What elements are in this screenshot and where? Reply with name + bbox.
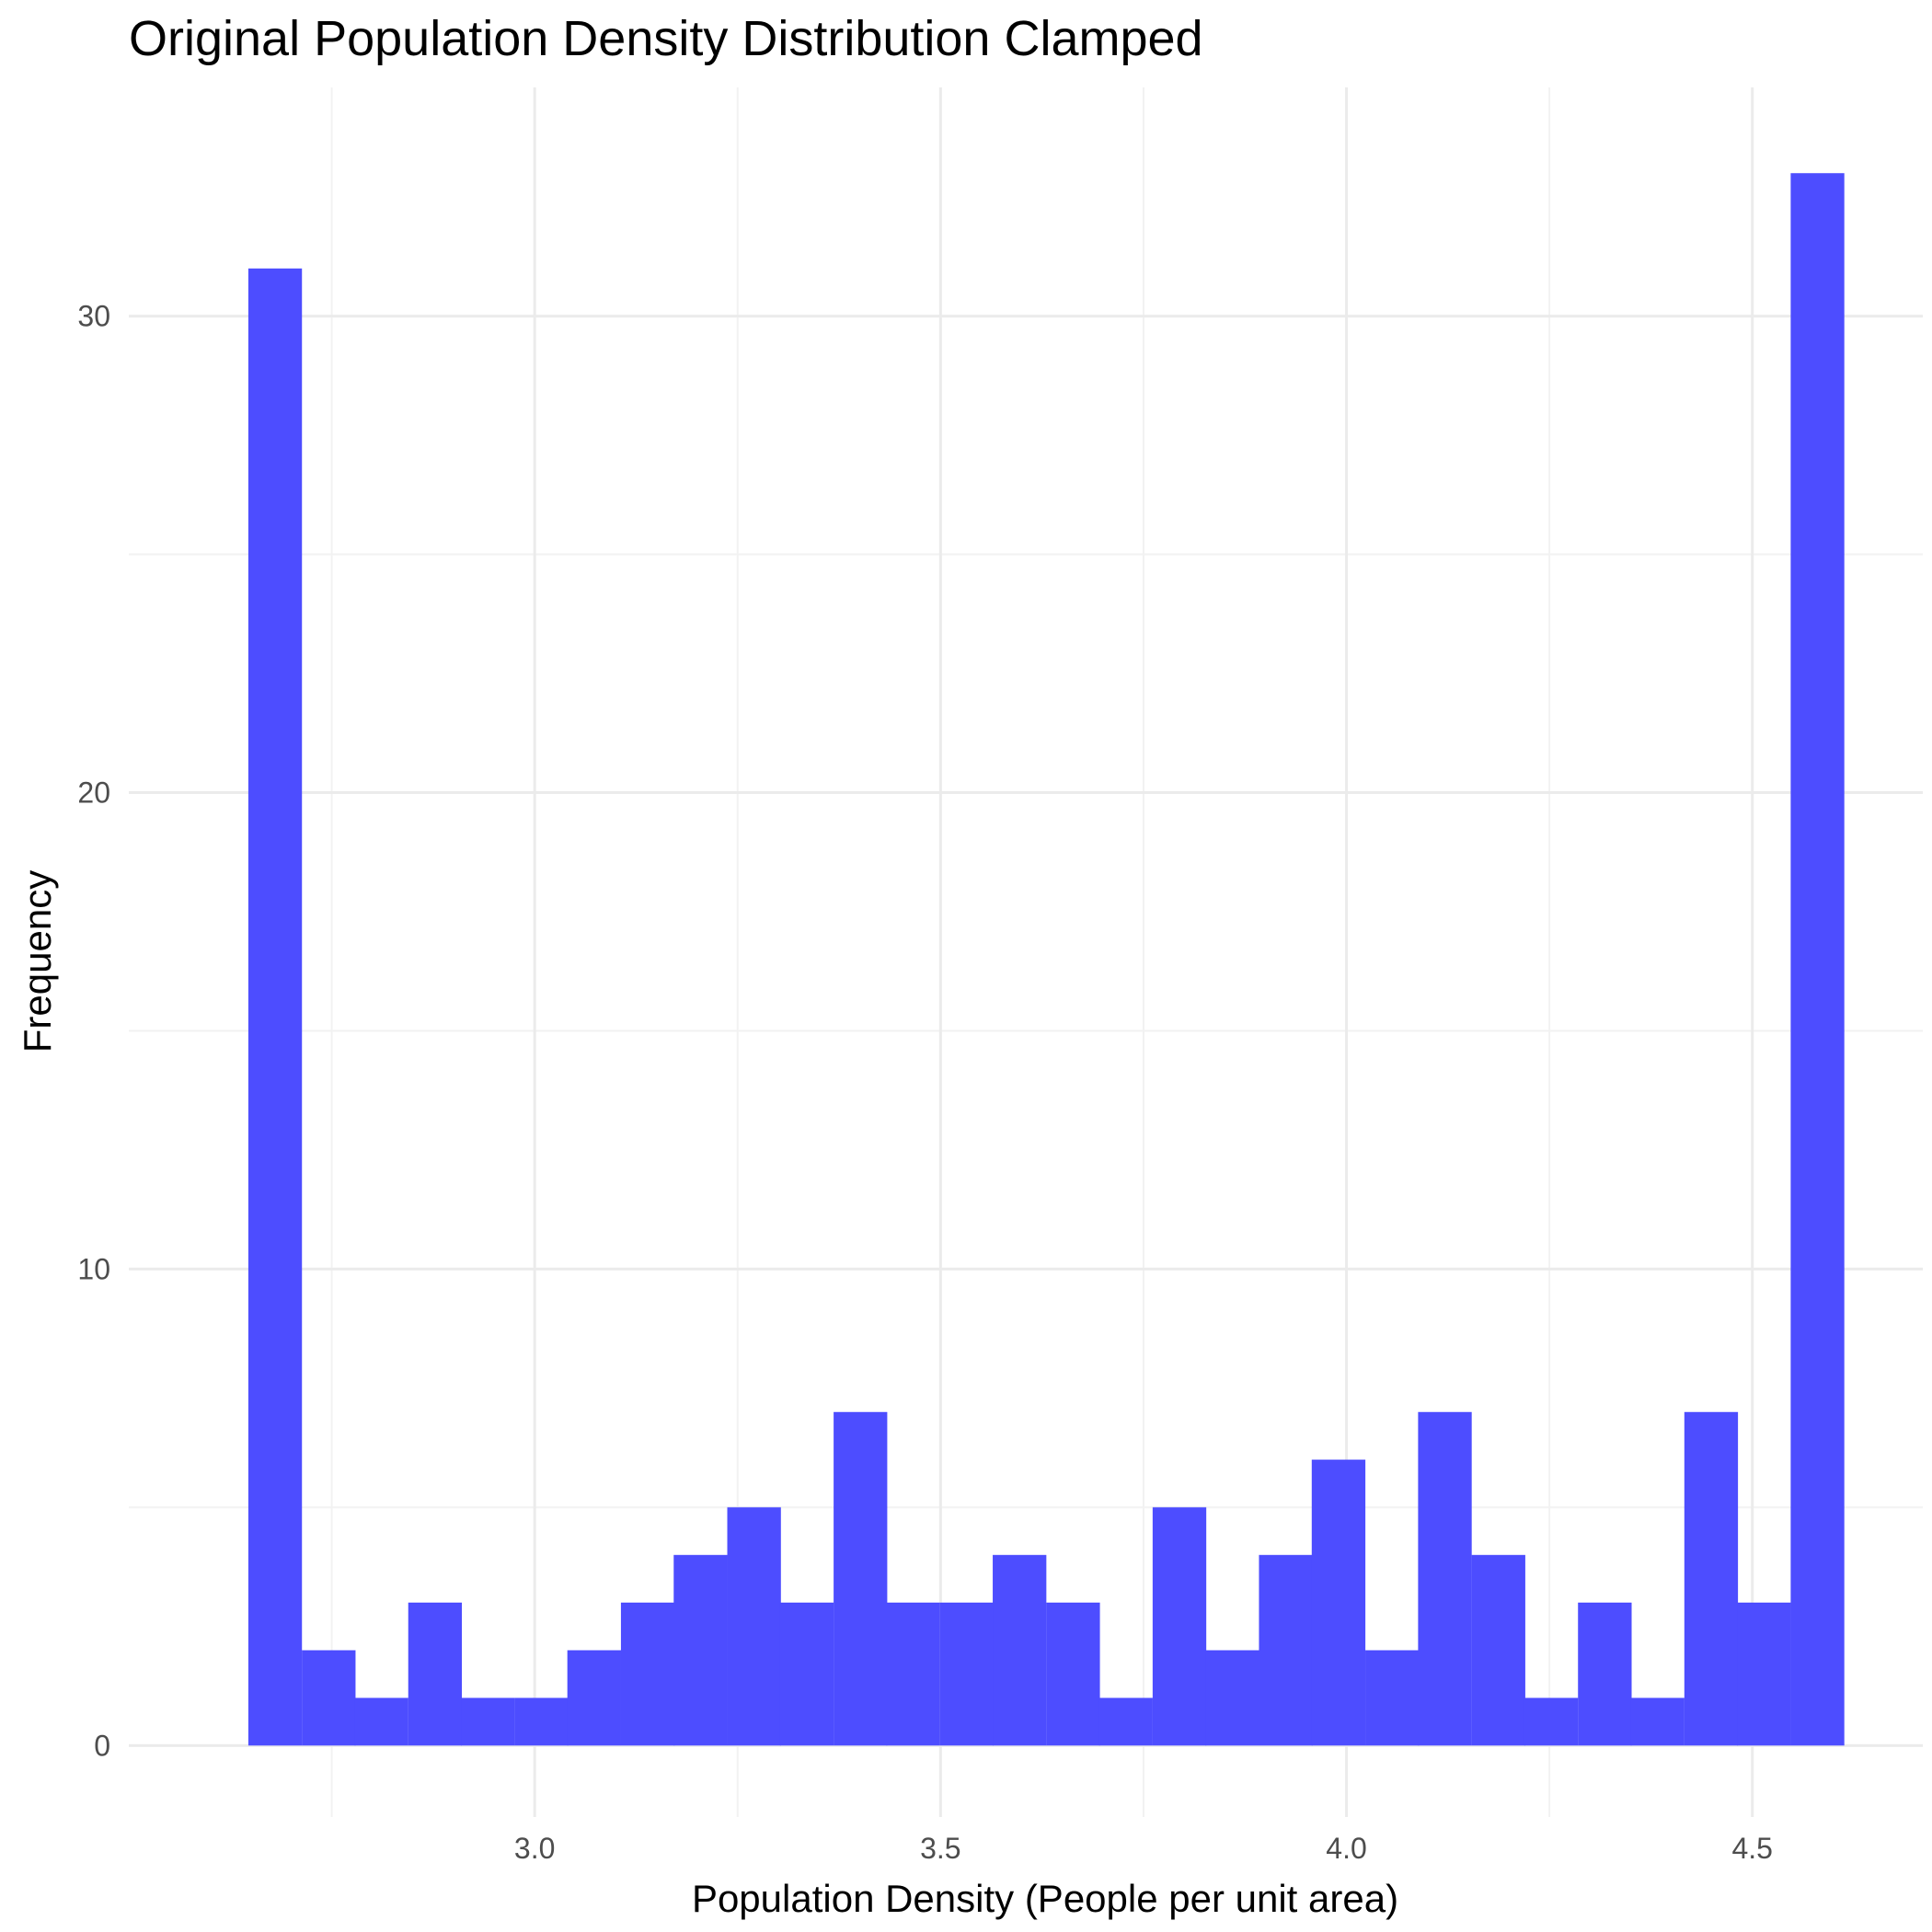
histogram-bar-1 bbox=[302, 1650, 356, 1746]
histogram-bar-9 bbox=[727, 1507, 781, 1746]
x-tick-label-3: 4.5 bbox=[1731, 1832, 1772, 1865]
histogram-bar-28 bbox=[1737, 1602, 1791, 1746]
histogram-bar-29 bbox=[1790, 173, 1845, 1746]
histogram-bar-22 bbox=[1418, 1411, 1472, 1746]
histogram-bar-7 bbox=[620, 1602, 675, 1746]
histogram-bar-3 bbox=[408, 1602, 463, 1746]
histogram-bar-5 bbox=[514, 1697, 569, 1746]
histogram-bar-25 bbox=[1578, 1602, 1632, 1746]
histogram-bar-12 bbox=[886, 1602, 940, 1746]
histogram-bar-26 bbox=[1630, 1697, 1685, 1746]
histogram-bar-2 bbox=[354, 1697, 408, 1746]
histogram-bar-10 bbox=[779, 1602, 834, 1746]
x-tick-label-0: 3.0 bbox=[514, 1832, 555, 1865]
histogram-bar-16 bbox=[1098, 1697, 1153, 1746]
histogram-bar-13 bbox=[939, 1602, 994, 1746]
y-tick-label-2: 20 bbox=[77, 776, 110, 810]
y-tick-label-3: 30 bbox=[77, 300, 110, 333]
y-tick-label-1: 10 bbox=[77, 1252, 110, 1285]
y-tick-label-0: 0 bbox=[94, 1729, 110, 1762]
histogram-bar-0 bbox=[247, 268, 303, 1746]
y-axis-title: Frequency bbox=[16, 870, 59, 1052]
histogram-bar-18 bbox=[1205, 1650, 1259, 1746]
histogram-bar-15 bbox=[1046, 1602, 1100, 1746]
histogram-bar-17 bbox=[1152, 1507, 1207, 1746]
bars-layer bbox=[247, 173, 1845, 1746]
histogram-bar-27 bbox=[1684, 1411, 1739, 1746]
histogram-bar-21 bbox=[1365, 1650, 1420, 1746]
histogram-bar-19 bbox=[1259, 1555, 1313, 1746]
x-tick-label-2: 4.0 bbox=[1326, 1832, 1366, 1865]
histogram-bar-20 bbox=[1311, 1459, 1366, 1746]
tick-labels-layer: 3.0 3.5 4.0 4.5 0 10 20 30 bbox=[77, 300, 1773, 1865]
histogram-bar-4 bbox=[461, 1697, 515, 1746]
histogram-bar-24 bbox=[1524, 1697, 1579, 1746]
chart-title: Original Population Density Distribution… bbox=[129, 11, 1203, 66]
histogram-bar-23 bbox=[1471, 1555, 1525, 1746]
x-tick-label-1: 3.5 bbox=[920, 1832, 960, 1865]
x-axis-title: Population Density (People per unit area… bbox=[692, 1877, 1398, 1920]
histogram-bar-11 bbox=[834, 1411, 888, 1746]
histogram-bar-14 bbox=[993, 1555, 1047, 1746]
histogram-bar-6 bbox=[567, 1650, 621, 1746]
histogram-bar-8 bbox=[673, 1555, 728, 1746]
